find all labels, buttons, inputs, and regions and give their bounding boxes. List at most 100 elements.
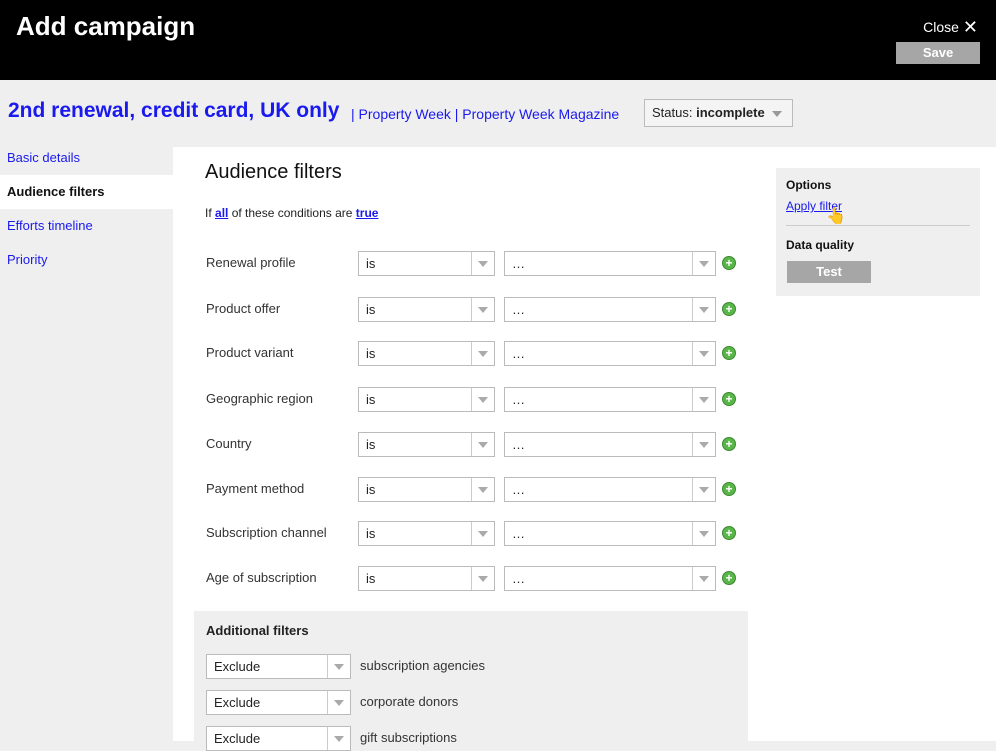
operator-value: is: [366, 256, 376, 271]
operator-value: is: [366, 302, 376, 317]
exclude-select[interactable]: Exclude: [206, 654, 351, 679]
hand-cursor-icon: 👆: [826, 208, 846, 225]
chevron-down-icon: [772, 111, 782, 117]
filter-label: Product offer: [206, 301, 281, 316]
operator-value: is: [366, 482, 376, 497]
sidebar-item-basic-details[interactable]: Basic details: [7, 150, 80, 165]
filter-row: Subscription channel is … +: [206, 521, 746, 547]
additional-filter-label: gift subscriptions: [360, 730, 457, 745]
add-condition-icon[interactable]: +: [722, 256, 736, 270]
value-text: …: [512, 346, 525, 361]
test-button[interactable]: Test: [787, 261, 871, 283]
add-condition-icon[interactable]: +: [722, 346, 736, 360]
operator-select[interactable]: is: [358, 432, 495, 457]
crumb-link[interactable]: Property Week: [358, 106, 451, 122]
divider: [786, 225, 970, 226]
chevron-down-icon: [471, 298, 494, 321]
value-select[interactable]: …: [504, 297, 716, 322]
apply-filter-link[interactable]: Apply filter: [786, 199, 843, 213]
chevron-down-icon: [692, 252, 715, 275]
match-all-link[interactable]: all: [215, 206, 229, 220]
chevron-down-icon: [692, 342, 715, 365]
sidebar-item-efforts-timeline[interactable]: Efforts timeline: [7, 218, 93, 233]
value-text: …: [512, 526, 525, 541]
main-panel: Audience filters If all of these conditi…: [173, 147, 996, 751]
value-text: …: [512, 392, 525, 407]
close-icon: ✕: [962, 17, 978, 37]
sidebar-item-priority[interactable]: Priority: [7, 252, 48, 267]
operator-value: is: [366, 571, 376, 586]
filter-row: Payment method is … +: [206, 477, 746, 503]
operator-select[interactable]: is: [358, 297, 495, 322]
filter-row: Renewal profile is … +: [206, 251, 746, 277]
add-condition-icon[interactable]: +: [722, 437, 736, 451]
value-text: …: [512, 571, 525, 586]
chevron-down-icon: [471, 433, 494, 456]
operator-select[interactable]: is: [358, 521, 495, 546]
chevron-down-icon: [327, 655, 350, 678]
additional-filter-label: corporate donors: [360, 694, 459, 709]
match-true-link[interactable]: true: [355, 206, 379, 220]
chevron-down-icon: [471, 252, 494, 275]
status-label: Status:: [652, 105, 693, 120]
operator-select[interactable]: is: [358, 341, 495, 366]
value-text: …: [512, 437, 525, 452]
value-text: …: [512, 302, 525, 317]
add-condition-icon[interactable]: +: [722, 482, 736, 496]
exclude-select[interactable]: Exclude: [206, 726, 351, 751]
chevron-down-icon: [692, 433, 715, 456]
cond-mid: of these conditions are: [231, 206, 353, 220]
chevron-down-icon: [471, 388, 494, 411]
value-select[interactable]: …: [504, 341, 716, 366]
close-label: Close: [923, 19, 959, 35]
exclude-value: Exclude: [214, 731, 261, 746]
operator-value: is: [366, 346, 376, 361]
filter-label: Country: [206, 436, 252, 451]
sidebar-item-audience-filters[interactable]: Audience filters: [0, 175, 173, 209]
additional-filters: Additional filters Exclude subscription a…: [194, 611, 748, 751]
value-select[interactable]: …: [504, 521, 716, 546]
value-select[interactable]: …: [504, 566, 716, 591]
value-select[interactable]: …: [504, 387, 716, 412]
close-button[interactable]: Close ✕: [923, 17, 978, 38]
page-title: Add campaign: [16, 11, 196, 41]
filter-row: Product offer is … +: [206, 297, 746, 323]
exclude-select[interactable]: Exclude: [206, 690, 351, 715]
chevron-down-icon: [471, 567, 494, 590]
chevron-down-icon: [692, 478, 715, 501]
data-quality-title: Data quality: [786, 238, 855, 252]
status-dropdown[interactable]: Status: incomplete: [644, 99, 793, 127]
options-title: Options: [786, 178, 832, 192]
add-condition-icon[interactable]: +: [722, 302, 736, 316]
sidebar: Basic details Audience filters Efforts t…: [0, 141, 173, 277]
operator-select[interactable]: is: [358, 566, 495, 591]
chevron-down-icon: [692, 522, 715, 545]
operator-select[interactable]: is: [358, 477, 495, 502]
chevron-down-icon: [692, 298, 715, 321]
header: Add campaign Close ✕ Save: [0, 0, 996, 80]
chevron-down-icon: [471, 478, 494, 501]
value-select[interactable]: …: [504, 477, 716, 502]
additional-filter-label: subscription agencies: [360, 658, 486, 673]
exclude-value: Exclude: [214, 695, 261, 710]
condition-text: If all of these conditions are true: [205, 206, 378, 220]
chevron-down-icon: [327, 727, 350, 750]
additional-filters-title: Additional filters: [206, 623, 309, 638]
operator-value: is: [366, 526, 376, 541]
filter-label: Geographic region: [206, 391, 313, 406]
add-condition-icon[interactable]: +: [722, 526, 736, 540]
operator-select[interactable]: is: [358, 251, 495, 276]
filter-label: Age of subscription: [206, 570, 317, 585]
save-button[interactable]: Save: [896, 42, 980, 64]
campaign-name: 2nd renewal, credit card, UK only: [8, 99, 340, 122]
crumb-link[interactable]: Property Week Magazine: [462, 106, 620, 122]
value-select[interactable]: …: [504, 251, 716, 276]
add-condition-icon[interactable]: +: [722, 392, 736, 406]
chevron-down-icon: [692, 567, 715, 590]
value-select[interactable]: …: [504, 432, 716, 457]
operator-select[interactable]: is: [358, 387, 495, 412]
add-condition-icon[interactable]: +: [722, 571, 736, 585]
cond-prefix: If: [205, 206, 212, 220]
filter-row: Product variant is … +: [206, 341, 746, 367]
filter-row: Geographic region is … +: [206, 387, 746, 413]
